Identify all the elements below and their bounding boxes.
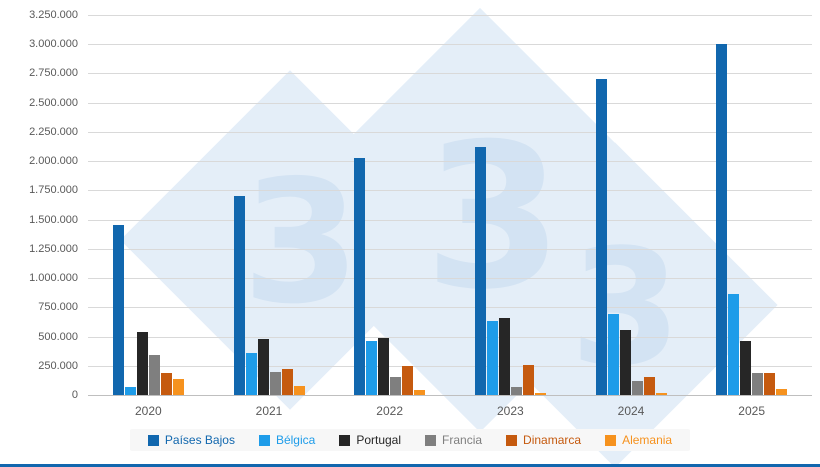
gridline <box>88 278 812 280</box>
y-axis-tick-label: 250.000 <box>38 359 78 372</box>
bar-francia-2020 <box>148 355 160 395</box>
legend-label: Portugal <box>356 433 402 447</box>
bar-portugal-2022 <box>378 337 390 395</box>
bar-paises-bajos-2022 <box>354 157 366 395</box>
legend-swatch-portugal <box>339 434 351 446</box>
y-axis-tick-label: 2.750.000 <box>29 67 78 80</box>
gridline <box>88 307 812 309</box>
x-axis-label-2023: 2023 <box>496 404 524 418</box>
y-axis-tick-label: 1.250.000 <box>29 242 78 255</box>
bar-paises-bajos-2025 <box>716 44 728 395</box>
legend-item-alemania[interactable]: Alemania <box>605 433 672 447</box>
y-axis-tick-label: 2.500.000 <box>29 96 78 109</box>
bar-dinamarca-2020 <box>160 372 172 395</box>
bar-dinamarca-2025 <box>764 372 776 395</box>
legend-item-belgica[interactable]: Bélgica <box>258 433 316 447</box>
legend-item-paises-bajos[interactable]: Países Bajos <box>147 433 235 447</box>
gridline <box>88 73 812 75</box>
bar-francia-2021 <box>269 371 281 395</box>
bottom-border <box>0 464 820 467</box>
y-axis-tick-label: 1.500.000 <box>29 213 78 226</box>
legend-item-dinamarca[interactable]: Dinamarca <box>506 433 581 447</box>
x-axis-label-2021: 2021 <box>255 404 283 418</box>
bar-alemania-2023 <box>534 392 546 395</box>
legend-swatch-paises-bajos <box>147 434 159 446</box>
gridline <box>88 336 812 338</box>
gridline <box>88 44 812 46</box>
legend-swatch-dinamarca <box>506 434 518 446</box>
bar-paises-bajos-2021 <box>233 196 245 395</box>
y-axis-tick-label: 2.000.000 <box>29 155 78 168</box>
y-axis-tick-label: 750.000 <box>38 301 78 314</box>
bar-belgica-2022 <box>366 341 378 395</box>
gridline <box>88 15 812 16</box>
legend-item-francia[interactable]: Francia <box>425 433 482 447</box>
legend-swatch-francia <box>425 434 437 446</box>
y-axis-tick-label: 3.250.000 <box>29 9 78 21</box>
legend-items: Países Bajos Bélgica Portugal Francia Dinama… <box>129 429 691 451</box>
bar-alemania-2024 <box>655 392 667 395</box>
gridline <box>88 161 812 163</box>
bar-belgica-2024 <box>607 314 619 395</box>
x-axis-label-2020: 2020 <box>134 404 162 418</box>
bar-portugal-2025 <box>740 341 752 395</box>
bar-francia-2025 <box>752 372 764 395</box>
y-axis-tick-label: 0 <box>71 389 78 401</box>
bar-alemania-2025 <box>776 389 788 395</box>
bar-alemania-2021 <box>293 385 305 395</box>
y-axis-tick-label: 2.250.000 <box>29 125 78 138</box>
legend-label: Dinamarca <box>523 433 582 447</box>
legend-label: Francia <box>442 433 483 447</box>
bar-paises-bajos-2023 <box>474 147 486 395</box>
legend: Países Bajos Bélgica Portugal Francia Dinama… <box>0 429 820 451</box>
y-axis-tick-label: 1.750.000 <box>29 184 78 197</box>
legend-item-portugal[interactable]: Portugal <box>339 433 401 447</box>
bar-portugal-2023 <box>498 317 510 395</box>
bar-belgica-2020 <box>124 386 136 395</box>
bar-dinamarca-2022 <box>402 365 414 395</box>
bar-portugal-2021 <box>257 338 269 395</box>
bar-francia-2023 <box>510 386 522 395</box>
bar-francia-2024 <box>631 380 643 395</box>
bar-dinamarca-2024 <box>643 377 655 395</box>
legend-label: Alemania <box>622 433 673 447</box>
bar-alemania-2020 <box>172 378 184 395</box>
x-axis-label-2025: 2025 <box>738 404 765 418</box>
legend-swatch-alemania <box>605 434 617 446</box>
legend-label: Bélgica <box>275 433 316 447</box>
gridline <box>88 395 812 396</box>
bar-belgica-2023 <box>486 321 498 395</box>
x-axis-label-2024: 2024 <box>617 404 645 418</box>
legend-swatch-belgica <box>258 434 270 446</box>
bar-portugal-2020 <box>136 331 148 395</box>
bar-alemania-2022 <box>414 390 426 395</box>
gridline <box>88 102 812 104</box>
x-axis-label-2022: 2022 <box>376 404 403 418</box>
gridline <box>88 131 812 133</box>
bar-belgica-2025 <box>728 294 740 395</box>
gridline <box>88 190 812 192</box>
bar-dinamarca-2023 <box>522 364 534 395</box>
bar-belgica-2021 <box>245 352 257 395</box>
y-axis-tick-label: 1.000.000 <box>29 272 78 285</box>
bar-francia-2022 <box>390 377 402 395</box>
gridline <box>88 248 812 250</box>
bar-paises-bajos-2024 <box>595 79 607 395</box>
legend-label: Países Bajos <box>164 433 235 447</box>
bar-paises-bajos-2020 <box>112 225 124 395</box>
y-axis-tick-label: 3.000.000 <box>29 38 78 51</box>
gridline <box>88 219 812 221</box>
bar-dinamarca-2021 <box>281 369 293 395</box>
gridline <box>88 365 812 367</box>
y-axis-tick-label: 500.000 <box>38 330 78 343</box>
bar-portugal-2024 <box>619 329 631 395</box>
